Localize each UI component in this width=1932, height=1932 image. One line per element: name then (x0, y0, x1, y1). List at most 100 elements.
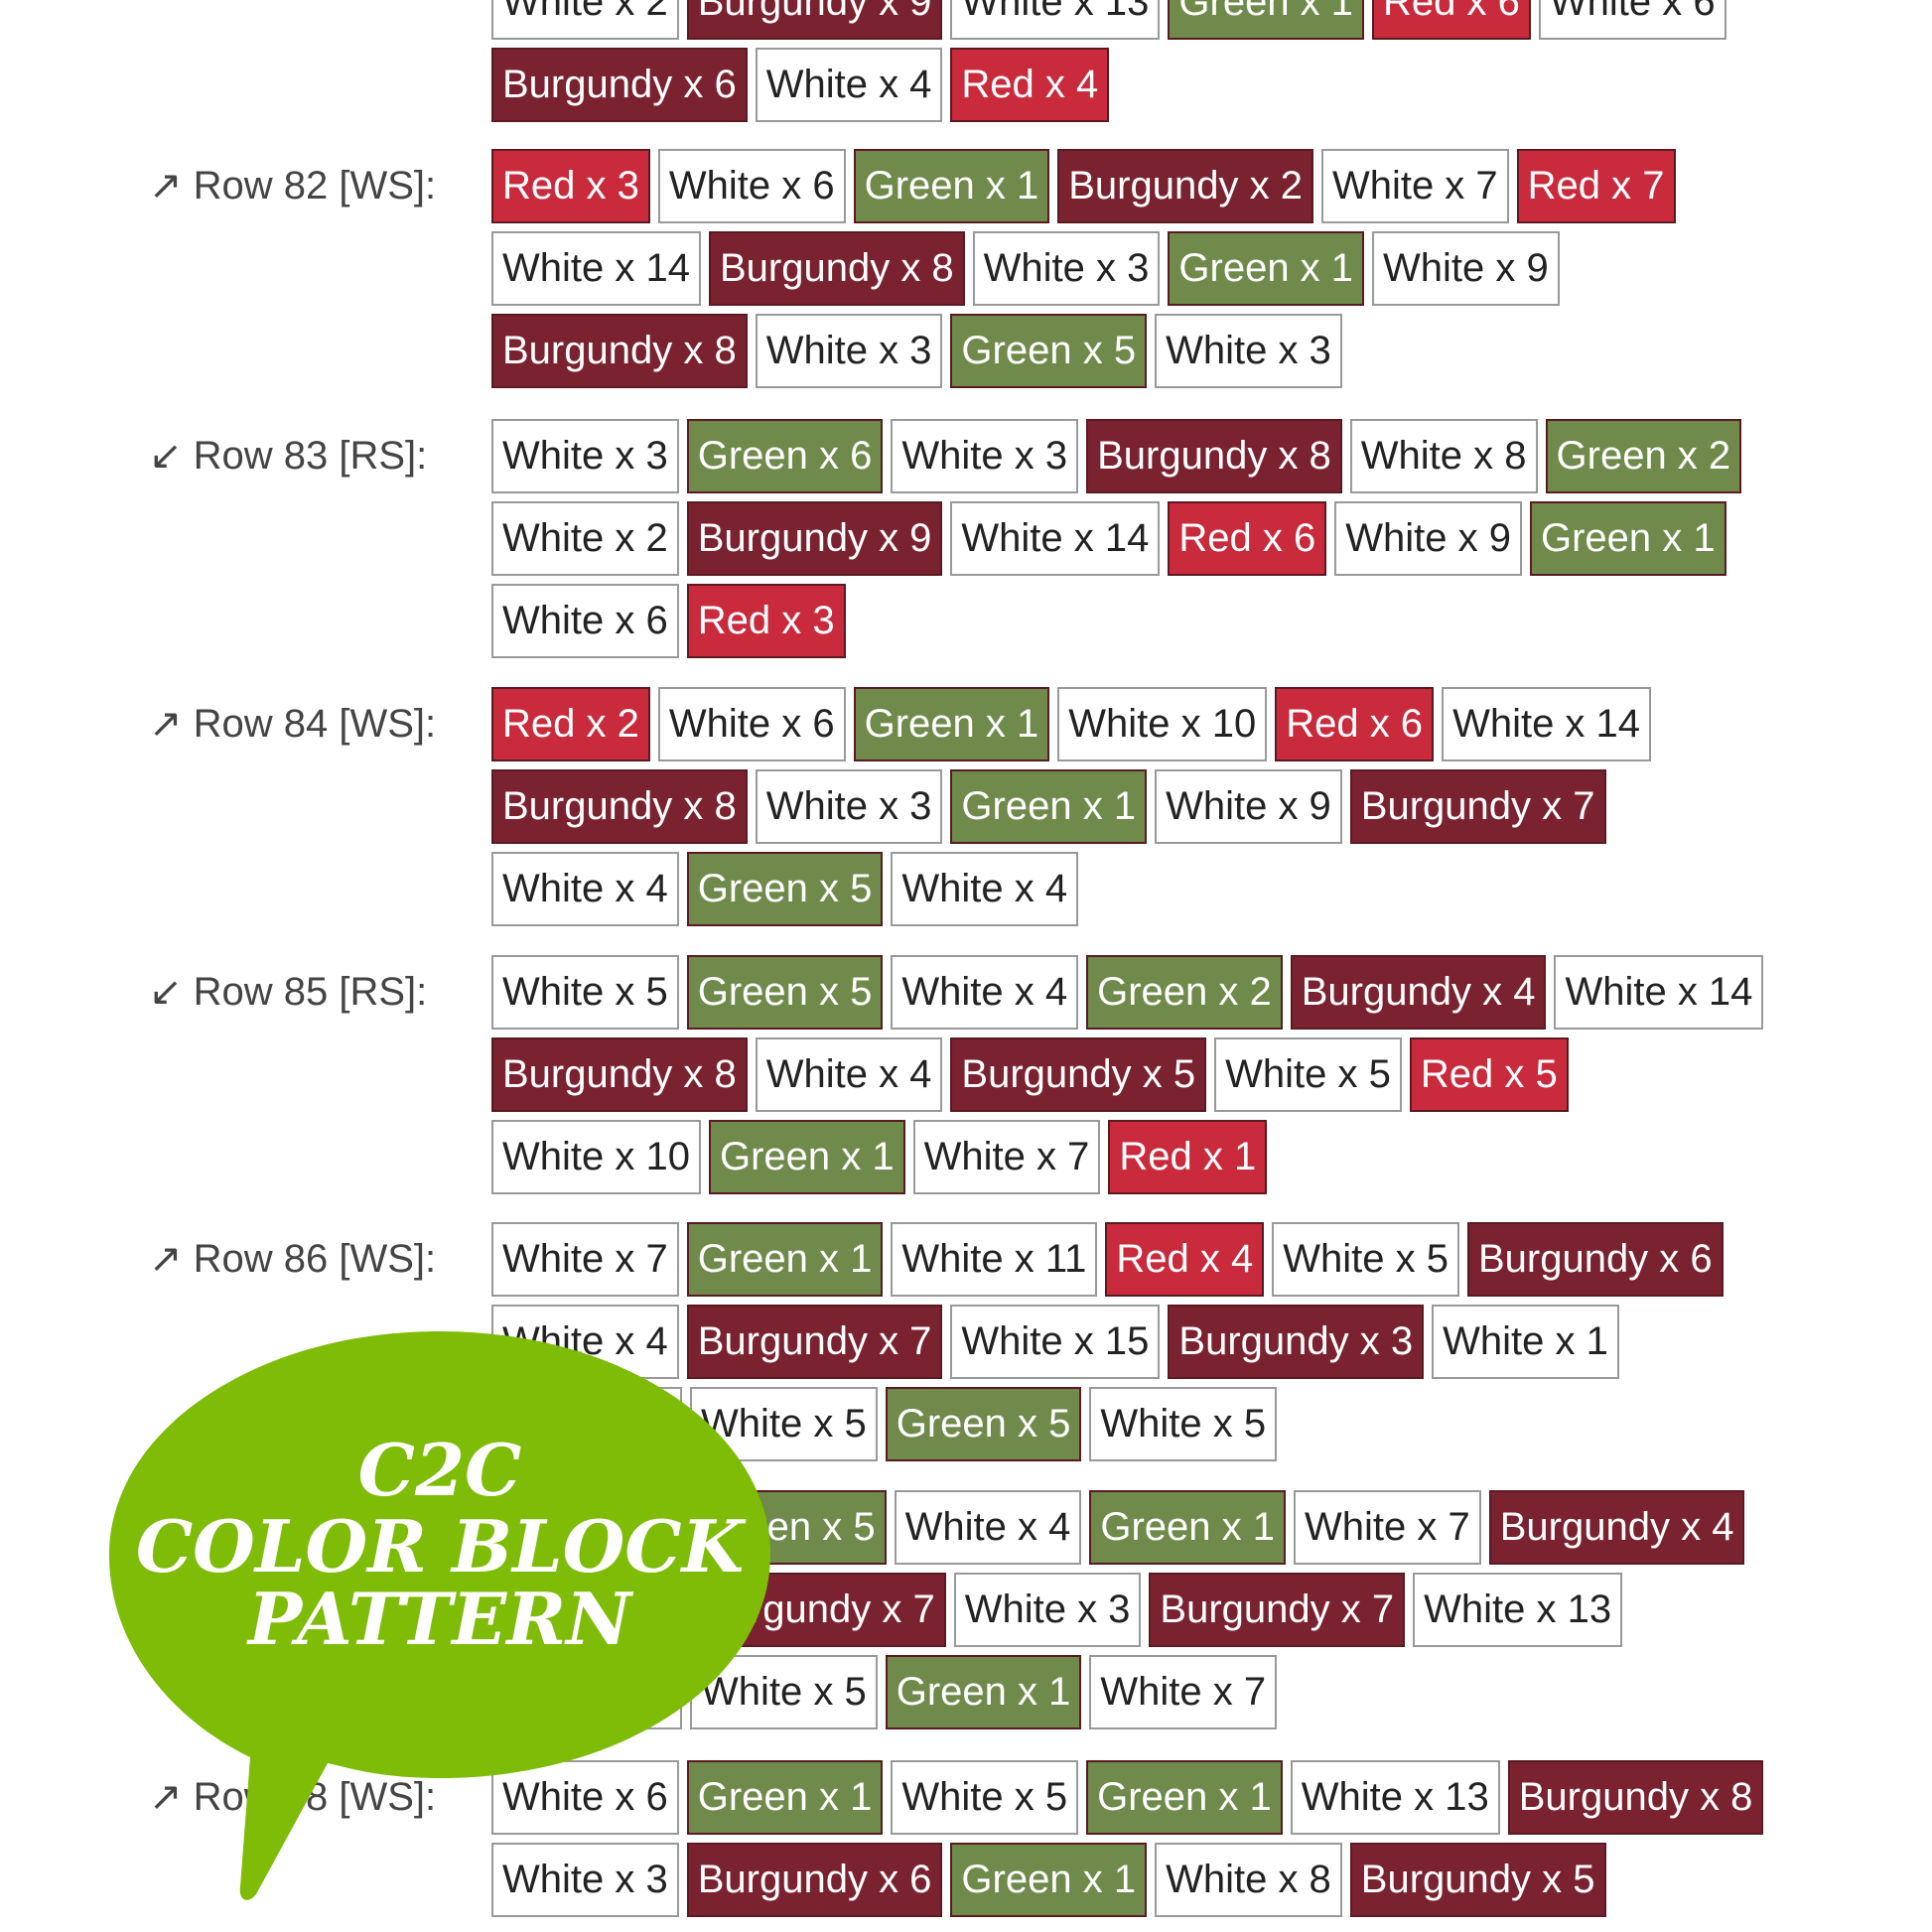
chip-line: Burgundy x 8 White x 3 Green x 5 White x 3 (491, 314, 1684, 388)
row-label: ↗ Row 82 [WS]: (149, 164, 437, 207)
chip-line: Green x 5 White x 4 Green x 1 White x 7 Burg… (491, 1490, 1752, 1565)
color-chip: White x 6 (491, 1760, 679, 1835)
color-chip: Burgundy x 7 (686, 1305, 943, 1379)
row-label: ↗ Row 86 [WS]: (149, 1237, 437, 1281)
color-chip: White x 1 (1432, 1305, 1619, 1379)
color-chip: White x 4 (755, 48, 943, 122)
color-chip: White x 4 (894, 1490, 1082, 1565)
color-chip: Burgundy x 7 (1149, 1573, 1406, 1647)
color-chip: White x 3 (1155, 314, 1342, 388)
color-chip: White x 14 (950, 501, 1161, 576)
color-chip: White x 7 (912, 1120, 1101, 1194)
chip-line: White x 2 Burgundy x 9 White x 13 Green x 1… (491, 0, 1734, 40)
color-chip: White x 14 (1554, 955, 1764, 1030)
color-chip: White x 10 (1057, 687, 1268, 761)
color-chip: White x 9 (1334, 501, 1522, 576)
color-chip: Green x 1 (1086, 1760, 1283, 1835)
color-chip: White x 4 (491, 852, 679, 926)
color-chip: White x 14 (1442, 687, 1652, 761)
chip-line: White x 5 Green x 5 White x 4 Green x 2 Burg… (491, 955, 1771, 1030)
color-chip: Green x 1 (1168, 231, 1365, 306)
badge-bubble (109, 1331, 770, 1900)
color-chip: Green x 1 (1168, 0, 1365, 40)
color-chip: Red x 6 (1168, 501, 1327, 576)
color-chip: White x 5 (1214, 1037, 1402, 1112)
color-chip: Burgundy x 9 (686, 501, 943, 576)
color-chip: Burgundy x 7 (1349, 769, 1606, 844)
color-chip: Green x 5 (686, 955, 884, 1030)
color-chip: Burgundy x 2 (1057, 149, 1313, 223)
color-chip: Burgundy x 8 (708, 231, 965, 306)
color-chip: Green x 5 (885, 1387, 1082, 1461)
color-chip: Burgundy x 9 (686, 0, 943, 40)
color-chip: White x 5 (491, 955, 679, 1030)
chip-line: White x 5 Green x 5 White x 5 (491, 1387, 1731, 1461)
color-chip: White x 13 (1413, 1573, 1623, 1647)
chip-line: White x 6 Red x 3 (491, 584, 1749, 658)
badge-text: C2C (358, 1428, 522, 1512)
color-chip: White x 9 (1155, 769, 1342, 844)
color-chip: Burgundy x 4 (1488, 1490, 1745, 1565)
chip-lines: Red x 2 White x 6 Green x 1 White x 10 Red x… (491, 687, 1659, 934)
color-chip: Red x 6 (1275, 687, 1435, 761)
color-chip: White x 3 (491, 1843, 679, 1917)
color-chip: White x 3 (953, 1573, 1142, 1647)
color-chip: Green x 6 (686, 419, 884, 493)
color-chip: White x 3 (891, 419, 1079, 493)
color-chip: White x 5 (1272, 1222, 1459, 1297)
color-chip: White x 7 (1294, 1490, 1481, 1565)
chip-line: White x 5 Green x 1 White x 7 (491, 1655, 1752, 1729)
color-chip: Burgundy x 8 (1507, 1760, 1764, 1835)
row-label: ↗ Row 84 [WS]: (149, 702, 437, 746)
color-chip: Green x 2 (1086, 955, 1283, 1030)
color-chip: Red x 7 (1516, 149, 1676, 223)
color-chip: White x 6 (657, 687, 846, 761)
color-chip: White x 3 (755, 314, 943, 388)
color-chip: White x 2 (491, 0, 679, 40)
color-chip: White x 13 (950, 0, 1161, 40)
color-chip: Red x 5 (1409, 1037, 1569, 1112)
color-chip: Green x 1 (1529, 501, 1726, 576)
chip-line: Burgundy x 8 White x 4 Burgundy x 5 White x… (491, 1037, 1771, 1112)
color-chip: Red x 3 (491, 149, 650, 223)
color-chip: Red x 4 (1105, 1222, 1265, 1297)
color-chip: Red x 3 (686, 584, 846, 658)
color-chip: White x 5 (891, 1760, 1079, 1835)
chip-line: Red x 3 White x 6 Green x 1 Burgundy x 2 Whi… (491, 149, 1684, 223)
color-chip: Red x 4 (950, 48, 1110, 122)
color-chip: White x 14 (491, 231, 701, 306)
color-chip: Green x 5 (686, 852, 884, 926)
color-chip: White x 10 (491, 1120, 701, 1194)
color-chip: Burgundy x 6 (491, 48, 748, 122)
color-chip: Green x 1 (686, 1760, 884, 1835)
color-chip: Green x 1 (708, 1120, 905, 1194)
color-chip: Burgundy x 6 (1466, 1222, 1724, 1297)
badge-text: COLOR BLOCK (136, 1504, 747, 1588)
chip-lines: Green x 5 White x 4 Green x 1 White x 7 Burg… (491, 1490, 1752, 1737)
color-chip: White x 6 (1538, 0, 1726, 40)
chip-line: White x 2 Burgundy x 9 White x 14 Red x 6 Wh… (491, 501, 1749, 576)
color-chip: White x 4 (891, 852, 1079, 926)
color-chip: Burgundy x 8 (1086, 419, 1342, 493)
color-chip: White x 3 (491, 419, 679, 493)
color-chip: White x 7 (491, 1222, 679, 1297)
color-chip: White x 13 (1290, 1760, 1500, 1835)
chip-lines: Red x 3 White x 6 Green x 1 Burgundy x 2 Whi… (491, 149, 1684, 396)
color-chip: White x 3 (972, 231, 1161, 306)
color-chip: Burgundy x 8 (491, 769, 748, 844)
chip-line: Burgundy x 6 White x 4 Red x 4 (491, 48, 1734, 122)
color-chip: White x 5 (690, 1655, 878, 1729)
color-chip: Burgundy x 5 (1349, 1843, 1606, 1917)
color-chip: Burgundy x 8 (491, 314, 748, 388)
color-chip: White x 7 (1320, 149, 1509, 223)
chip-line: White x 4 Green x 5 White x 4 (491, 852, 1659, 926)
color-chip: Green x 1 (686, 1222, 884, 1297)
color-chip: Green x 1 (853, 149, 1050, 223)
color-chip: Green x 2 (1545, 419, 1742, 493)
color-chip: White x 4 (891, 955, 1079, 1030)
